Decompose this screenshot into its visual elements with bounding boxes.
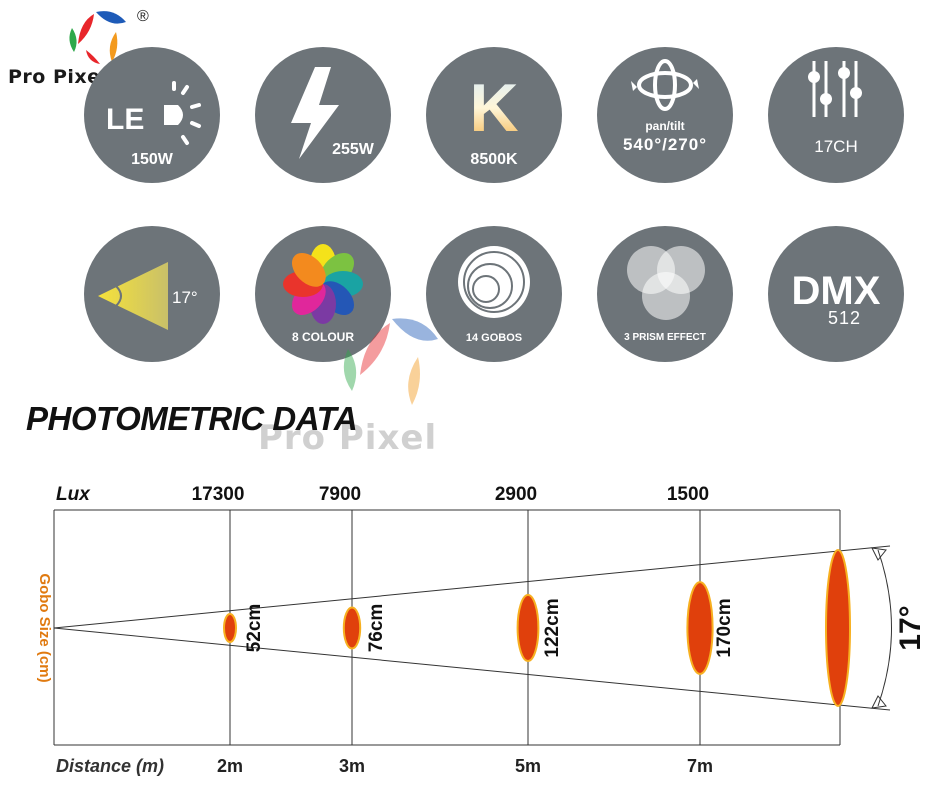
feature-caption: 14 GOBOS [465,332,523,344]
feature-pantilt: pan/tilt 540°/270° [597,47,733,183]
beam-spot [342,606,362,650]
feature-gobos: 14 GOBOS [426,226,562,362]
angle-arrow-top [871,547,887,561]
gobo-size-label: Gobo Size (cm) [36,573,53,682]
distance-value: 5m [515,756,541,776]
lux-value: 17300 [192,484,245,505]
lux-label: Lux [56,484,91,505]
feature-sub: pan/tilt [645,119,685,133]
pan-tilt-icon [631,59,699,111]
feature-caption: 150W [131,151,173,168]
beam-spot [223,612,237,644]
beam-spot [825,549,851,707]
gobo-size-value: 76cm [366,604,387,653]
feature-caption: 17° [172,288,198,307]
feature-caption: 8 COLOUR [291,330,354,344]
angle-arrow-bottom [871,695,887,709]
distance-label: Distance (m) [56,756,164,776]
beam-lower-edge [53,627,891,711]
lightning-icon [291,67,339,159]
registered-mark: ® [137,8,149,25]
distance-value: 7m [687,756,713,776]
feature-caption: 255W [332,141,374,158]
brand-name: Pro Pixel [8,66,108,88]
beam-spot [686,581,714,675]
distance-value: 2m [217,756,243,776]
dmx-icon: DMX [792,269,881,313]
feature-dmx: DMX 512 [768,226,904,362]
feature-caption: 512 [828,308,862,328]
watermark-text: Pro Pixel [258,418,438,458]
beam-spot [516,594,540,662]
feature-temp: K 8500K [426,47,562,183]
feature-caption: 8500K [470,151,518,168]
feature-angle: 17° [84,226,220,362]
photometric-title: PHOTOMETRIC DATA [26,400,358,437]
brand-logo [8,6,178,96]
beam-angle-label: 17° [894,605,927,650]
led-icon: LE [106,81,201,145]
kelvin-icon: K [469,70,518,146]
watermark-logo [343,318,438,405]
angle-arc [877,549,892,707]
lux-value: 7900 [319,484,361,505]
feature-prism: 3 PRISM EFFECT [597,226,733,362]
feature-power: 255W [255,47,391,183]
lux-value: 2900 [495,484,537,505]
lux-value: 1500 [667,484,709,505]
prism-icon [627,246,705,320]
slider-icon [808,61,862,117]
color-wheel-icon [283,244,363,324]
gobo-size-value: 170cm [714,598,735,657]
feature-colour: 8 COLOUR [255,226,391,362]
svg-text:K: K [469,70,518,146]
gobo-size-value: 122cm [542,598,563,657]
feature-caption: 17CH [814,137,858,156]
svg-text:DMX: DMX [792,269,881,313]
gobo-size-value: 52cm [244,604,265,653]
feature-caption: 540°/270° [622,135,708,154]
beam-upper-edge [53,545,891,629]
svg-text:LE: LE [106,103,144,136]
feature-caption: 3 PRISM EFFECT [624,332,706,343]
photometric-diagram: 17300 2m 52cm 7900 3m 76cm 2900 5m 122cm 1500 7m 17… [36,484,927,776]
feature-channels: 17CH [768,47,904,183]
gobo-icon [458,246,530,318]
distance-value: 3m [339,756,365,776]
beam-angle-icon [98,262,168,330]
feature-led: LE 150W [84,47,220,183]
